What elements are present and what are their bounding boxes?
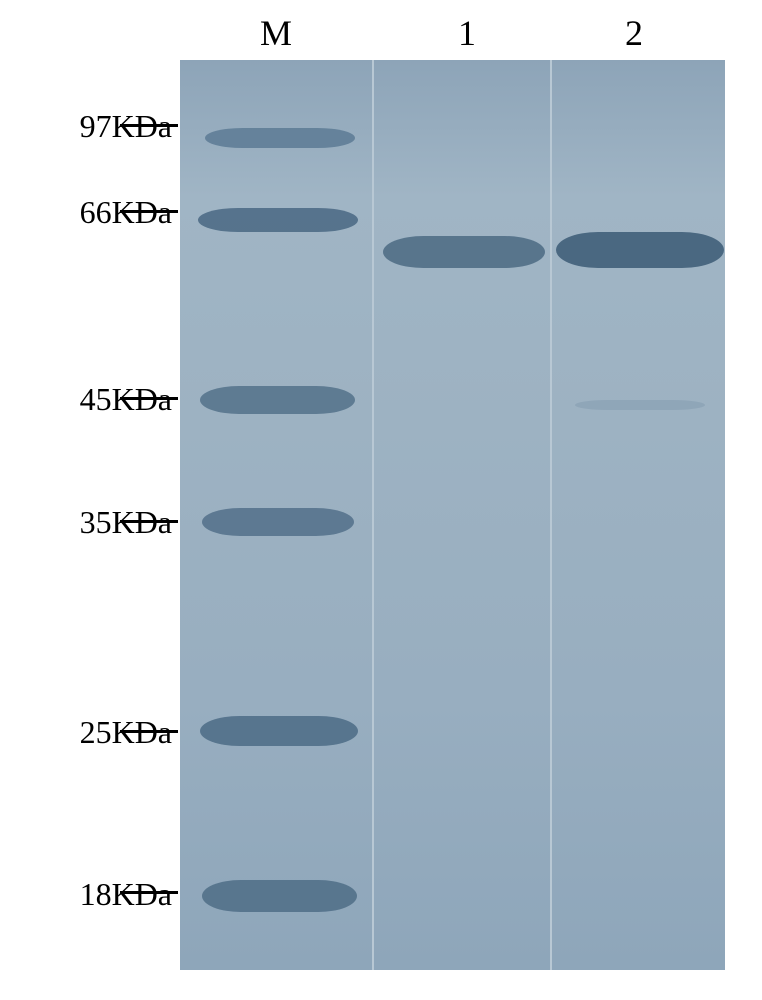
marker-tick <box>120 730 178 733</box>
marker-label-18: 18KDa <box>80 876 172 913</box>
lane-header-m: M <box>260 12 292 54</box>
marker-band-45 <box>200 386 355 414</box>
lane-header-1: 1 <box>458 12 476 54</box>
gel-figure: M 1 2 97KDa 66KDa 45KDa 35KDa 25KDa 18KD… <box>0 0 762 1000</box>
sample-band-lane2-main <box>556 232 724 268</box>
sample-band-lane1 <box>383 236 545 268</box>
lane-header-2: 2 <box>625 12 643 54</box>
lane-divider <box>372 60 374 970</box>
sample-band-lane2-faint <box>575 400 705 410</box>
marker-tick <box>120 210 178 213</box>
gel-background <box>180 60 725 970</box>
marker-tick <box>120 124 178 127</box>
marker-band-97 <box>205 128 355 148</box>
marker-band-18 <box>202 880 357 912</box>
marker-band-35 <box>202 508 354 536</box>
marker-band-25 <box>200 716 358 746</box>
marker-tick <box>120 891 178 894</box>
lane-divider <box>550 60 552 970</box>
marker-tick <box>120 520 178 523</box>
marker-tick <box>120 397 178 400</box>
marker-band-66 <box>198 208 358 232</box>
